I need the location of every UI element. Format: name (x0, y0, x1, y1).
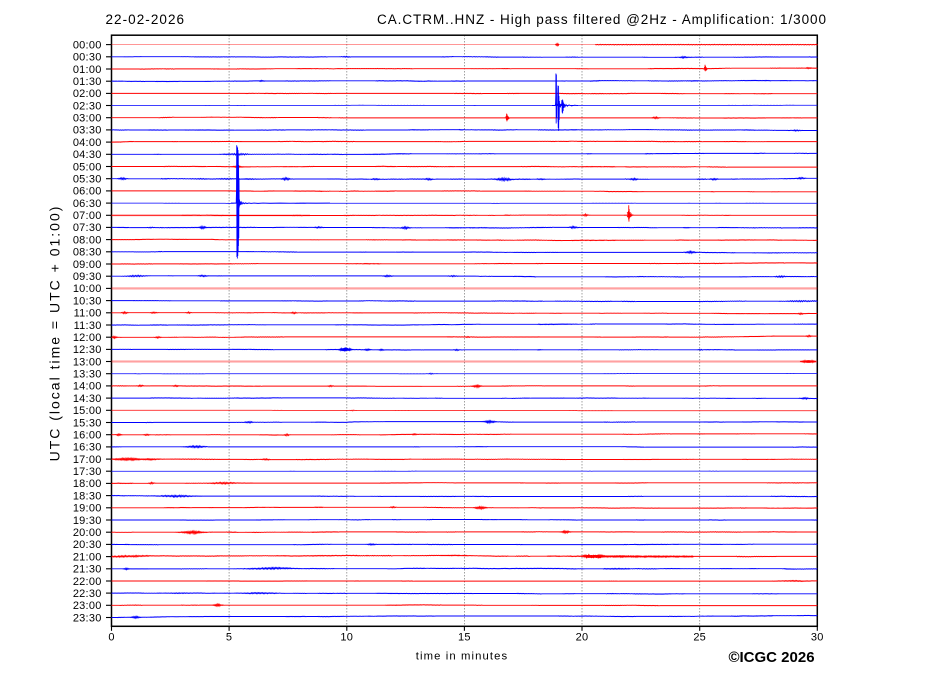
svg-text:25: 25 (693, 632, 706, 644)
svg-text:11:00: 11:00 (74, 308, 102, 320)
svg-text:01:30: 01:30 (73, 76, 102, 88)
svg-text:20: 20 (576, 632, 589, 644)
svg-text:14:30: 14:30 (73, 393, 102, 405)
svg-text:21:00: 21:00 (73, 551, 102, 563)
svg-text:15:30: 15:30 (73, 417, 102, 429)
svg-text:07:00: 07:00 (73, 210, 102, 222)
svg-text:17:00: 17:00 (73, 454, 102, 466)
svg-text:22:30: 22:30 (73, 588, 102, 600)
svg-text:15: 15 (458, 632, 471, 644)
svg-text:09:30: 09:30 (73, 271, 102, 283)
svg-text:04:00: 04:00 (73, 137, 102, 149)
svg-text:00:00: 00:00 (73, 39, 102, 51)
svg-text:©ICGC 2026: ©ICGC 2026 (728, 649, 814, 666)
svg-text:16:30: 16:30 (73, 442, 102, 454)
svg-text:UTC (local time = UTC + 01:00): UTC (local time = UTC + 01:00) (47, 205, 63, 462)
svg-text:CA.CTRM..HNZ - High pass filte: CA.CTRM..HNZ - High pass filtered @2Hz -… (377, 12, 827, 27)
svg-text:07:30: 07:30 (73, 222, 102, 234)
svg-text:15:00: 15:00 (73, 405, 102, 417)
svg-text:10:00: 10:00 (73, 283, 102, 295)
svg-text:02:30: 02:30 (73, 100, 102, 112)
svg-text:03:00: 03:00 (73, 113, 102, 125)
svg-text:12:30: 12:30 (73, 344, 102, 356)
svg-text:18:30: 18:30 (73, 490, 102, 502)
svg-text:21:30: 21:30 (73, 564, 102, 576)
svg-text:0: 0 (108, 632, 114, 644)
svg-text:18:00: 18:00 (73, 478, 102, 490)
svg-text:20:30: 20:30 (73, 539, 102, 551)
svg-text:30: 30 (811, 632, 824, 644)
svg-text:03:30: 03:30 (73, 125, 102, 137)
svg-text:08:00: 08:00 (73, 234, 102, 246)
svg-text:00:30: 00:30 (73, 52, 102, 64)
svg-text:20:00: 20:00 (73, 527, 102, 539)
svg-text:time in minutes: time in minutes (416, 651, 508, 663)
svg-text:02:00: 02:00 (73, 88, 102, 100)
svg-text:13:30: 13:30 (73, 369, 102, 381)
svg-text:06:30: 06:30 (73, 198, 102, 210)
svg-text:19:00: 19:00 (73, 503, 102, 515)
svg-text:14:00: 14:00 (73, 381, 102, 393)
svg-text:5: 5 (226, 632, 232, 644)
svg-text:17:30: 17:30 (73, 466, 102, 478)
svg-text:23:00: 23:00 (73, 600, 102, 612)
svg-text:04:30: 04:30 (73, 149, 102, 161)
svg-text:09:00: 09:00 (73, 259, 102, 271)
svg-text:10: 10 (340, 632, 353, 644)
svg-text:16:00: 16:00 (73, 430, 102, 442)
svg-text:22:00: 22:00 (73, 576, 102, 588)
svg-text:23:30: 23:30 (73, 612, 102, 624)
svg-text:13:00: 13:00 (73, 356, 102, 368)
svg-text:01:00: 01:00 (73, 64, 102, 76)
svg-text:08:30: 08:30 (73, 247, 102, 259)
svg-text:12:00: 12:00 (73, 332, 102, 344)
svg-text:19:30: 19:30 (73, 515, 102, 527)
svg-text:06:00: 06:00 (73, 186, 102, 198)
svg-text:11:30: 11:30 (74, 320, 102, 332)
svg-text:22-02-2026: 22-02-2026 (106, 12, 186, 27)
svg-text:05:00: 05:00 (73, 161, 102, 173)
svg-text:05:30: 05:30 (73, 174, 102, 186)
svg-text:10:30: 10:30 (73, 295, 102, 307)
